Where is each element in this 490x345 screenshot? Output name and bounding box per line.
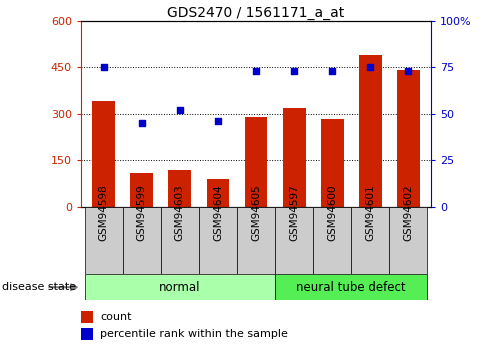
Text: GSM94602: GSM94602	[403, 184, 414, 241]
Text: GSM94605: GSM94605	[251, 184, 261, 241]
Bar	[245, 117, 268, 207]
Text: GSM94603: GSM94603	[175, 184, 185, 241]
Point	[328, 68, 336, 74]
Bar	[81, 328, 93, 340]
Text: GSM94600: GSM94600	[327, 184, 337, 241]
Point	[367, 65, 374, 70]
Title: GDS2470 / 1561171_a_at: GDS2470 / 1561171_a_at	[168, 6, 344, 20]
Point	[100, 65, 108, 70]
Text: disease state: disease state	[2, 282, 76, 292]
FancyBboxPatch shape	[85, 274, 275, 300]
Point	[290, 68, 298, 74]
Text: percentile rank within the sample: percentile rank within the sample	[100, 329, 288, 339]
Point	[252, 68, 260, 74]
Bar	[321, 119, 343, 207]
Bar	[359, 55, 382, 207]
Text: GSM94604: GSM94604	[213, 184, 223, 241]
Bar	[81, 310, 93, 323]
Bar	[206, 179, 229, 207]
Point	[214, 119, 222, 124]
Text: GSM94601: GSM94601	[365, 184, 375, 241]
Text: neural tube defect: neural tube defect	[296, 281, 406, 294]
Bar	[169, 170, 191, 207]
Point	[176, 107, 184, 113]
Bar	[130, 173, 153, 207]
FancyBboxPatch shape	[122, 207, 161, 274]
FancyBboxPatch shape	[275, 207, 313, 274]
FancyBboxPatch shape	[161, 207, 199, 274]
Point	[138, 120, 146, 126]
Text: count: count	[100, 312, 132, 322]
Text: GSM94599: GSM94599	[137, 184, 147, 241]
FancyBboxPatch shape	[237, 207, 275, 274]
FancyBboxPatch shape	[85, 207, 122, 274]
Bar	[397, 70, 420, 207]
FancyBboxPatch shape	[351, 207, 390, 274]
Bar	[283, 108, 306, 207]
FancyBboxPatch shape	[313, 207, 351, 274]
FancyBboxPatch shape	[275, 274, 427, 300]
FancyBboxPatch shape	[199, 207, 237, 274]
Text: GSM94597: GSM94597	[289, 184, 299, 241]
Text: GSM94598: GSM94598	[98, 184, 109, 241]
Bar	[92, 101, 115, 207]
FancyBboxPatch shape	[390, 207, 427, 274]
Text: normal: normal	[159, 281, 200, 294]
Point	[404, 68, 412, 74]
